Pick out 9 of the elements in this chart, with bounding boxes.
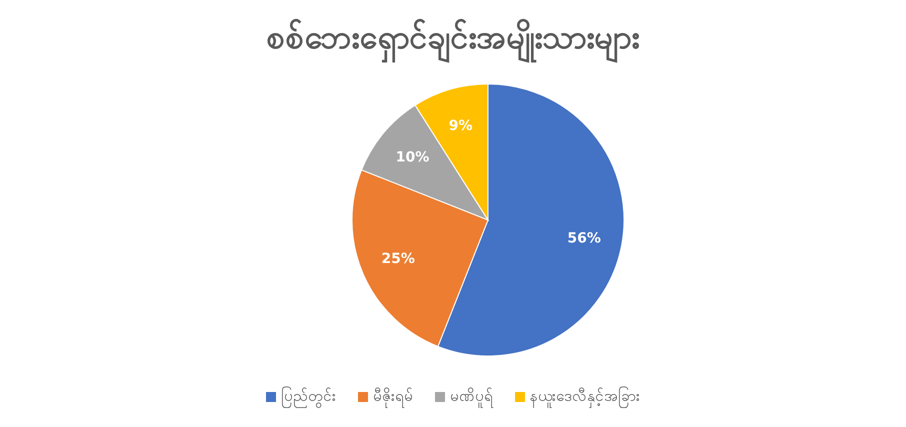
data-label: 56% [567,230,601,246]
legend-label: နယူးဒေလီနှင့်အခြား [529,386,640,408]
legend-label: မီဇိုးရမ် [372,386,413,408]
data-label: 10% [396,150,430,166]
legend-label: မဏိပူရ် [449,386,493,408]
chart-title: စစ်ဘေးရှောင်ချင်းအမျိုးသားများ [266,17,640,64]
legend-label: ပြည်တွင်း [280,386,336,408]
data-label: 9% [448,118,473,134]
data-label: 25% [381,250,415,267]
